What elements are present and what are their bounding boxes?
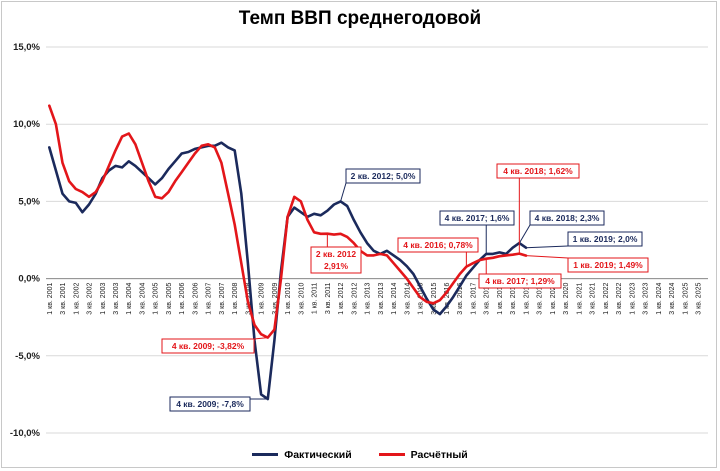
x-tick-label: 3 кв. 2024 bbox=[669, 283, 676, 315]
legend: Фактический Расчётный bbox=[0, 447, 720, 461]
x-tick-label: 3 кв. 2010 bbox=[298, 283, 305, 315]
legend-label-estimated: Расчётный bbox=[410, 448, 468, 461]
legend-swatch-actual bbox=[252, 453, 279, 456]
x-tick-label: 3 кв. 2018 bbox=[510, 283, 517, 315]
x-tick-label: 1 кв. 2020 bbox=[550, 283, 557, 315]
x-tick-label: 1 кв. 2016 bbox=[444, 283, 451, 315]
x-tick-label: 1 кв. 2025 bbox=[682, 283, 689, 315]
annotation-label: 2 кв. 2012 bbox=[316, 249, 356, 259]
x-tick-label: 3 кв. 2019 bbox=[537, 283, 544, 315]
x-tick-label: 1 кв. 2013 bbox=[365, 283, 372, 315]
x-tick-label: 1 кв. 2005 bbox=[153, 283, 160, 315]
x-tick-label: 1 кв. 2008 bbox=[232, 283, 239, 315]
x-tick-label: 3 кв. 2004 bbox=[139, 283, 146, 315]
x-tick-label: 3 кв. 2017 bbox=[484, 283, 491, 315]
x-tick-label: 1 кв. 2018 bbox=[497, 283, 504, 315]
annotation-box bbox=[169, 396, 251, 412]
x-tick-label: 3 кв. 2016 bbox=[457, 283, 464, 315]
y-tick-label: 5,0% bbox=[18, 196, 40, 207]
annotation-label: 2 кв. 2012; 5,0% bbox=[351, 171, 416, 181]
x-tick-label: 3 кв. 2021 bbox=[590, 283, 597, 315]
x-tick-label: 1 кв. 2003 bbox=[100, 283, 107, 315]
annotation-label: 1 кв. 2019; 1,49% bbox=[573, 260, 643, 270]
x-tick-label: 3 кв. 2001 bbox=[60, 283, 67, 315]
x-tick-label: 3 кв. 2023 bbox=[643, 283, 650, 315]
x-tick-label: 1 кв. 2002 bbox=[73, 283, 80, 315]
x-tick-label: 3 кв. 2013 bbox=[378, 283, 385, 315]
x-tick-label: 1 кв. 2014 bbox=[391, 283, 398, 315]
y-tick-label: 10,0% bbox=[13, 119, 40, 130]
x-tick-label: 1 кв. 2021 bbox=[576, 283, 583, 315]
x-tick-label: 3 кв. 2002 bbox=[87, 283, 94, 315]
legend-item-actual: Фактический bbox=[252, 448, 352, 461]
x-tick-label: 1 кв. 2001 bbox=[47, 283, 54, 315]
x-tick-label: 3 кв. 2008 bbox=[245, 283, 252, 315]
legend-item-estimated: Расчётный bbox=[378, 448, 468, 461]
x-tick-label: 3 кв. 2011 bbox=[325, 282, 332, 314]
chart-title: Темп ВВП среднегодовой bbox=[238, 8, 482, 29]
annotation-box bbox=[529, 210, 605, 226]
annotation-box bbox=[567, 231, 643, 247]
series-line-estimated bbox=[48, 104, 528, 339]
x-tick-label: 1 кв. 2011 bbox=[312, 282, 319, 314]
x-tick-label: 3 кв. 2009 bbox=[272, 283, 279, 315]
annotation-box bbox=[310, 246, 362, 274]
x-tick-label: 3 кв. 2005 bbox=[166, 283, 173, 315]
annotation-leader bbox=[525, 245, 569, 249]
annotation-box bbox=[161, 338, 255, 354]
series-line-actual bbox=[48, 141, 528, 401]
x-tick-label: 3 кв. 2012 bbox=[351, 283, 358, 315]
x-tick-label: 1 кв. 2012 bbox=[338, 283, 345, 315]
x-tick-label: 1 кв. 2007 bbox=[206, 283, 213, 315]
annotation-box bbox=[439, 210, 515, 226]
x-tick-label: 3 кв. 2003 bbox=[113, 283, 120, 315]
annotation-label: 4 кв. 2016; 0,78% bbox=[403, 240, 473, 250]
x-tick-label: 3 кв. 2015 bbox=[431, 283, 438, 315]
annotation-leader bbox=[253, 337, 268, 340]
x-tick-label: 3 кв. 2006 bbox=[192, 283, 199, 315]
y-tick-label: -5,0% bbox=[15, 351, 40, 362]
annotation-leader bbox=[525, 255, 569, 259]
annotation-label: 4 кв. 2018; 1,62% bbox=[503, 166, 573, 176]
x-tick-label: 3 кв. 2022 bbox=[616, 283, 623, 315]
legend-label-actual: Фактический bbox=[284, 448, 352, 461]
annotation-label: 4 кв. 2009; -7,8% bbox=[176, 399, 244, 409]
y-tick-label: 15,0% bbox=[13, 42, 40, 53]
x-tick-label: 1 кв. 2022 bbox=[603, 283, 610, 315]
x-tick-label: 3 кв. 2007 bbox=[219, 283, 226, 315]
x-tick-label: 1 кв. 2010 bbox=[285, 283, 292, 315]
annotation-leader bbox=[518, 224, 531, 244]
x-tick-label: 3 кв. 2020 bbox=[563, 283, 570, 315]
legend-swatch-estimated bbox=[378, 453, 405, 456]
annotation-label: 4 кв. 2018; 2,3% bbox=[535, 213, 600, 223]
annotation-box bbox=[567, 257, 649, 273]
annotation-box bbox=[478, 273, 562, 289]
annotation-label: 1 кв. 2019; 2,0% bbox=[573, 234, 638, 244]
x-tick-label: 3 кв. 2025 bbox=[696, 283, 703, 315]
y-tick-label: 0,0% bbox=[18, 274, 40, 285]
annotation-label: 4 кв. 2017; 1,6% bbox=[445, 213, 510, 223]
annotation-box bbox=[397, 237, 479, 253]
annotation-label: 4 кв. 2009; -3,82% bbox=[172, 341, 245, 351]
x-tick-label: 1 кв. 2023 bbox=[629, 283, 636, 315]
y-tick-label: -10,0% bbox=[10, 428, 41, 439]
x-tick-label: 1 кв. 2019 bbox=[523, 283, 530, 315]
annotation-box bbox=[496, 163, 580, 179]
annotation-label: 4 кв. 2017; 1,29% bbox=[485, 276, 555, 286]
annotation-box bbox=[345, 168, 421, 184]
annotation-label: 2,91% bbox=[324, 261, 349, 271]
x-tick-label: 1 кв. 2024 bbox=[656, 283, 663, 315]
x-tick-label: 1 кв. 2006 bbox=[179, 283, 186, 315]
annotation-leader bbox=[340, 182, 347, 202]
x-tick-label: 3 кв. 2014 bbox=[404, 283, 411, 315]
x-tick-label: 1 кв. 2017 bbox=[470, 283, 477, 315]
x-tick-label: 1 кв. 2004 bbox=[126, 283, 133, 315]
x-tick-label: 1 кв. 2009 bbox=[259, 283, 266, 315]
